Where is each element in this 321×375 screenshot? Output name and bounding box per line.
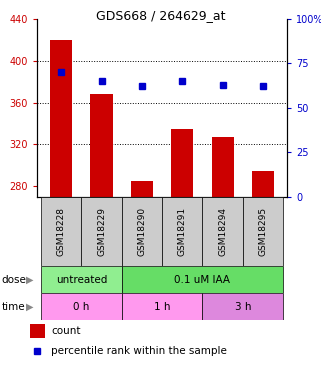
- Text: ▶: ▶: [26, 302, 34, 312]
- Text: GSM18229: GSM18229: [97, 207, 106, 256]
- Bar: [131, 181, 153, 197]
- Bar: [30, 324, 45, 338]
- Text: GSM18295: GSM18295: [258, 207, 268, 256]
- Text: GSM18294: GSM18294: [218, 207, 227, 256]
- Bar: [50, 40, 72, 197]
- Text: 3 h: 3 h: [235, 302, 251, 312]
- Bar: [91, 94, 113, 197]
- Bar: [171, 129, 193, 197]
- FancyBboxPatch shape: [243, 197, 283, 266]
- Text: GSM18228: GSM18228: [56, 207, 66, 256]
- Text: 1 h: 1 h: [154, 302, 170, 312]
- Text: time: time: [2, 302, 25, 312]
- Text: untreated: untreated: [56, 275, 107, 285]
- Bar: [252, 171, 274, 197]
- Text: count: count: [51, 326, 81, 336]
- Text: GSM18290: GSM18290: [137, 207, 146, 256]
- Text: 0 h: 0 h: [73, 302, 90, 312]
- Bar: [212, 137, 234, 197]
- FancyBboxPatch shape: [81, 197, 122, 266]
- FancyBboxPatch shape: [122, 197, 162, 266]
- Text: GSM18291: GSM18291: [178, 207, 187, 256]
- FancyBboxPatch shape: [122, 293, 203, 320]
- FancyBboxPatch shape: [41, 266, 122, 293]
- Text: percentile rank within the sample: percentile rank within the sample: [51, 346, 227, 356]
- Text: GDS668 / 264629_at: GDS668 / 264629_at: [96, 9, 225, 22]
- Text: dose: dose: [2, 275, 26, 285]
- FancyBboxPatch shape: [41, 293, 122, 320]
- FancyBboxPatch shape: [162, 197, 203, 266]
- Text: 0.1 uM IAA: 0.1 uM IAA: [175, 275, 230, 285]
- FancyBboxPatch shape: [203, 197, 243, 266]
- FancyBboxPatch shape: [122, 266, 283, 293]
- FancyBboxPatch shape: [41, 197, 81, 266]
- FancyBboxPatch shape: [203, 293, 283, 320]
- Text: ▶: ▶: [26, 275, 34, 285]
